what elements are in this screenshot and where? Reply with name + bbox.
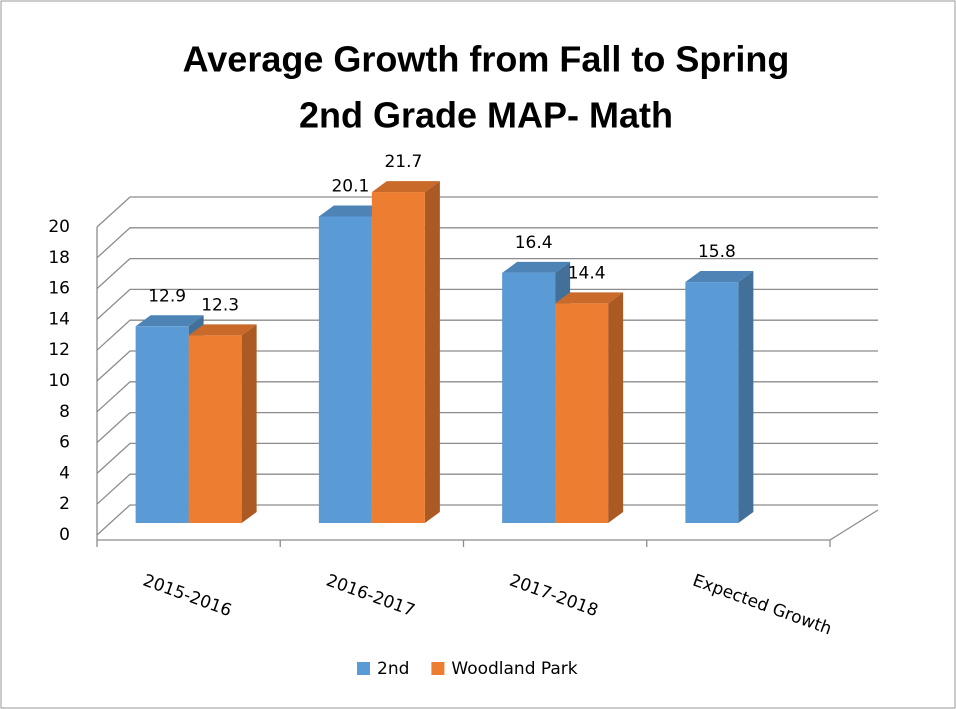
y-tick-label: 6: [59, 433, 70, 453]
bar-front: [502, 272, 556, 523]
grid-line: [96, 288, 878, 320]
bar-side: [424, 181, 440, 523]
y-tick-label: 4: [59, 463, 70, 483]
bar-top: [371, 181, 440, 193]
bar: [555, 292, 624, 523]
bar-top: [135, 315, 204, 327]
grid-line: [96, 473, 878, 505]
y-tick-label: 12: [48, 340, 70, 360]
bar-front: [555, 303, 609, 523]
legend-label: Woodland Park: [451, 659, 577, 679]
bar-top: [502, 261, 571, 273]
chart-title: Average Growth from Fall to Spring: [183, 39, 790, 80]
bar-top: [188, 324, 257, 336]
value-label: 21.7: [384, 152, 422, 172]
value-label: 20.1: [331, 176, 369, 196]
bar: [371, 181, 440, 523]
chart-title: 2nd Grade MAP- Math: [299, 95, 673, 136]
legend-swatch: [431, 662, 445, 675]
bar-top: [555, 292, 624, 304]
bar-front: [371, 192, 425, 523]
bar-front: [318, 216, 372, 523]
legend-label: 2nd: [377, 659, 409, 679]
y-tick-label: 0: [59, 525, 70, 545]
bar-side: [608, 292, 624, 523]
bar-top: [318, 205, 387, 217]
value-label: 12.3: [201, 295, 239, 315]
grid-line: [96, 381, 878, 413]
grid-line: [96, 504, 878, 536]
bar-side: [241, 324, 257, 523]
y-tick-label: 16: [48, 279, 70, 299]
y-tick-label: 20: [48, 217, 70, 237]
bar: [685, 271, 754, 523]
value-label: 16.4: [515, 233, 553, 253]
y-tick-label: 18: [48, 248, 70, 268]
bar-front: [188, 335, 242, 523]
value-label: 14.4: [568, 263, 606, 283]
grid-line: [96, 442, 878, 474]
y-tick-label: 8: [59, 402, 70, 422]
bar-front: [685, 282, 739, 523]
grid-line: [96, 411, 878, 444]
y-tick-label: 10: [48, 371, 70, 391]
y-tick-label: 2: [59, 494, 70, 514]
grid-line: [96, 227, 878, 259]
value-label: 12.9: [148, 286, 186, 306]
bar-side: [738, 271, 754, 523]
value-label: 15.8: [698, 242, 736, 262]
grid-line: [96, 319, 878, 351]
grid-line: [96, 196, 878, 228]
bar: [188, 324, 257, 523]
bar-top: [685, 271, 754, 283]
legend-swatch: [357, 662, 370, 675]
bar-front: [135, 326, 189, 523]
grid-line: [96, 350, 878, 382]
y-tick-label: 14: [48, 309, 70, 329]
grid-line: [96, 257, 878, 290]
